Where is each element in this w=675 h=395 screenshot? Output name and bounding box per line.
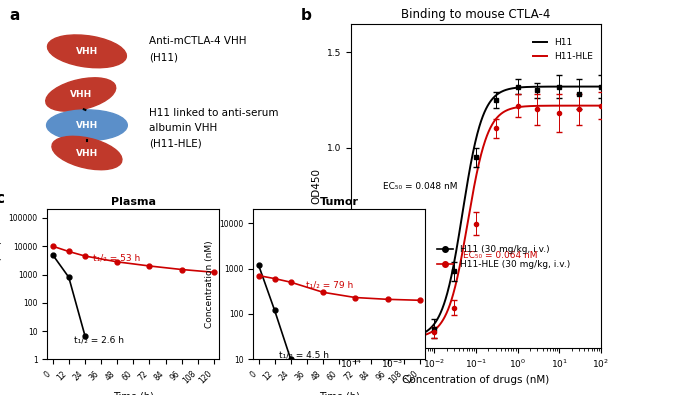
Text: t₁/₂ = 79 h: t₁/₂ = 79 h [306,280,353,290]
Y-axis label: Concentration (nM): Concentration (nM) [0,241,3,328]
Text: t₁/₂ = 53 h: t₁/₂ = 53 h [93,254,140,263]
Legend: H11, H11-HLE: H11, H11-HLE [529,35,596,64]
Text: (H11): (H11) [149,53,178,62]
Text: a: a [9,8,20,23]
Text: c: c [0,191,5,206]
Ellipse shape [52,136,122,170]
Text: t₁/₂ = 4.5 h: t₁/₂ = 4.5 h [279,351,329,359]
Y-axis label: Concentration (nM): Concentration (nM) [205,241,213,328]
Text: (H11-HLE): (H11-HLE) [149,139,202,149]
Text: albumin VHH: albumin VHH [149,123,217,134]
Title: Tumor: Tumor [320,197,358,207]
Text: VHH: VHH [70,90,92,99]
Ellipse shape [47,110,128,141]
Text: t₁/₂ = 2.6 h: t₁/₂ = 2.6 h [74,335,124,344]
Title: Binding to mouse CTLA-4: Binding to mouse CTLA-4 [401,8,551,21]
Text: VHH: VHH [76,121,98,130]
Text: VHH: VHH [76,149,98,158]
Legend: H11 (30 mg/kg, i.v.), H11-HLE (30 mg/kg, i.v.): H11 (30 mg/kg, i.v.), H11-HLE (30 mg/kg,… [437,245,570,269]
Text: EC₅₀ = 0.048 nM: EC₅₀ = 0.048 nM [383,182,458,192]
X-axis label: Time (h): Time (h) [319,391,360,395]
Title: Plasma: Plasma [111,197,156,207]
Ellipse shape [47,35,126,68]
Ellipse shape [46,78,115,111]
Text: b: b [301,8,312,23]
Text: VHH: VHH [76,47,98,56]
Text: H11 linked to anti-serum: H11 linked to anti-serum [149,108,279,118]
Text: EC₅₀ = 0.064 nM: EC₅₀ = 0.064 nM [463,251,538,260]
X-axis label: Concentration of drugs (nM): Concentration of drugs (nM) [402,375,549,385]
Text: Anti-mCTLA-4 VHH: Anti-mCTLA-4 VHH [149,36,246,46]
X-axis label: Time (h): Time (h) [113,391,154,395]
Y-axis label: OD450: OD450 [311,167,321,204]
